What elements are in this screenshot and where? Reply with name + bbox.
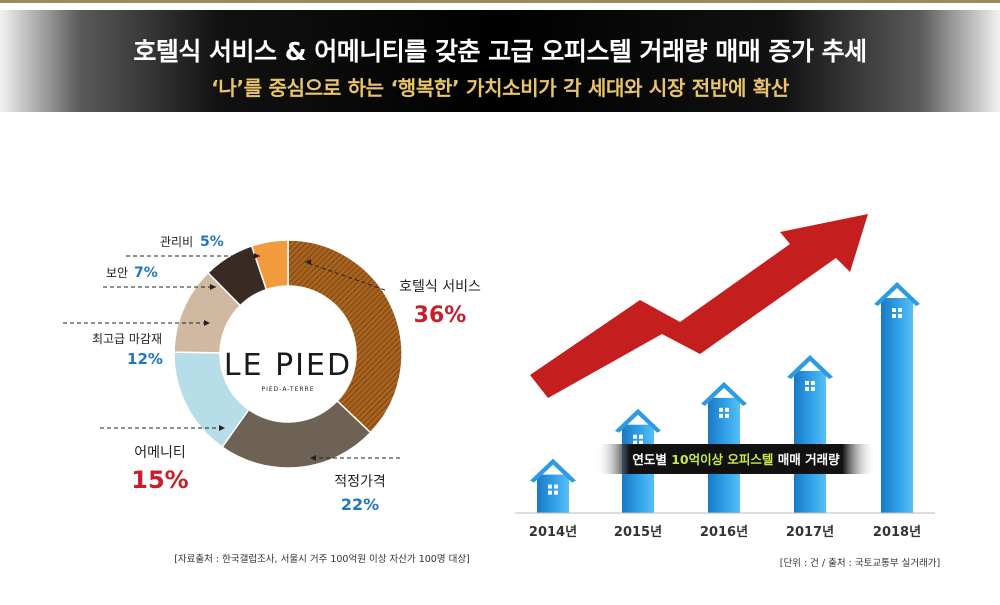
donut-labels: 호텔식 서비스 36% 적정가격 22% 어메니티 15% 최고급 마감재 12% 보안 7% 관리… <box>63 234 481 514</box>
bar-window-1-1 <box>548 484 552 489</box>
bar-window-4-1 <box>805 380 809 385</box>
x-tick-label-2: 2015년 <box>614 525 662 540</box>
pie-source-note: [자료출처 : 한국갤럽조사, 서울시 거주 100억원 이상 자산가 100명… <box>174 553 470 565</box>
bar-5 <box>881 298 913 513</box>
leader-arrow-2 <box>310 455 316 461</box>
bar-window-1-3 <box>548 490 552 495</box>
slice-label-4: 최고급 마감재 <box>92 332 162 346</box>
logo-sub: PIED-A-TERRE <box>261 386 314 393</box>
x-tick-label-4: 2017년 <box>786 525 834 540</box>
slice-percent-6: 5% <box>200 234 224 250</box>
bar-roof-2 <box>615 408 661 433</box>
donut-slice-6 <box>250 239 289 291</box>
bar-window-2-2 <box>639 434 643 439</box>
x-tick-label-1: 2014년 <box>529 525 577 540</box>
bar-chart: 2014년 2015년 2016년 2017년 2018년 연도별 10억이상 오피스텔 … <box>515 214 935 540</box>
slice-label-3: 어메니티 <box>134 445 186 461</box>
donut-chart <box>173 239 403 469</box>
bar-window-3-3 <box>719 413 723 418</box>
slice-label-6: 관리비 <box>160 235 193 249</box>
leader-arrow-3 <box>219 425 225 431</box>
bar-window-2-3 <box>633 440 637 445</box>
bar-window-2-1 <box>633 434 637 439</box>
slice-label-1: 호텔식 서비스 <box>399 279 481 295</box>
leader-line-1 <box>304 261 386 291</box>
bar-window-2-4 <box>639 440 643 445</box>
header-banner: 호텔식 서비스 & 어메니티를 갖춘 고급 오피스텔 거래량 매매 증가 추세 … <box>0 10 1000 112</box>
bar-title-post: 매매 거래량 <box>773 452 840 467</box>
x-tick-label-5: 2018년 <box>873 525 921 540</box>
bar-chart-title: 연도별 10억이상 오피스텔 매매 거래량 <box>632 452 840 467</box>
bar-roof-5 <box>874 282 920 306</box>
bar-roof-1 <box>530 458 576 483</box>
x-tick-label-3: 2016년 <box>700 525 748 540</box>
bar-window-5-4 <box>898 314 902 318</box>
donut-slice-1 <box>287 239 403 434</box>
bar-1 <box>537 474 569 513</box>
bar-source-note: [단위 : 건 / 출처 : 국토교통부 실거래가] <box>780 557 941 569</box>
page-subtitle: ‘나’를 중심으로 하는 ‘행복한’ 가치소비가 각 세대와 시장 전반에 확산 <box>211 76 789 100</box>
bar-window-3-1 <box>719 407 723 412</box>
leader-arrow-6 <box>254 253 260 259</box>
slice-label-2: 적정가격 <box>334 474 386 490</box>
leader-arrow-5 <box>210 284 216 290</box>
page-title: 호텔식 서비스 & 어메니티를 갖춘 고급 오피스텔 거래량 매매 증가 추세 <box>133 37 867 66</box>
slice-percent-5: 7% <box>134 265 158 281</box>
slice-percent-3: 15% <box>131 466 188 494</box>
bar-window-1-2 <box>554 484 558 489</box>
bar-title-pre: 연도별 <box>632 452 671 467</box>
bar-window-5-3 <box>892 314 896 318</box>
slice-percent-1: 36% <box>414 303 467 328</box>
top-accent-line <box>0 0 1000 3</box>
slice-label-5: 보안 <box>106 266 128 280</box>
bar-window-5-1 <box>892 308 896 312</box>
bar-window-4-4 <box>811 386 815 391</box>
bar-window-4-2 <box>811 380 815 385</box>
bar-window-4-3 <box>805 386 809 391</box>
slice-percent-2: 22% <box>341 495 379 514</box>
slice-percent-4: 12% <box>127 350 163 368</box>
bar-window-5-2 <box>898 308 902 312</box>
logo-main: LE PIED <box>224 348 352 383</box>
donut-hole <box>221 287 355 421</box>
bar-4 <box>794 370 826 513</box>
leader-arrow-4 <box>204 320 210 326</box>
bar-window-3-4 <box>725 413 729 418</box>
bar-title-highlight: 10억이상 오피스텔 <box>671 452 773 467</box>
bar-window-1-4 <box>554 490 558 495</box>
bar-title-band <box>596 444 876 474</box>
le-pied-logo: LE PIED PIED-A-TERRE <box>224 348 352 393</box>
trend-arrow <box>530 214 868 398</box>
bar-roof-3 <box>701 381 747 406</box>
bar-roof-4 <box>787 354 833 379</box>
bar-window-3-2 <box>725 407 729 412</box>
leader-arrow-1 <box>305 259 311 265</box>
